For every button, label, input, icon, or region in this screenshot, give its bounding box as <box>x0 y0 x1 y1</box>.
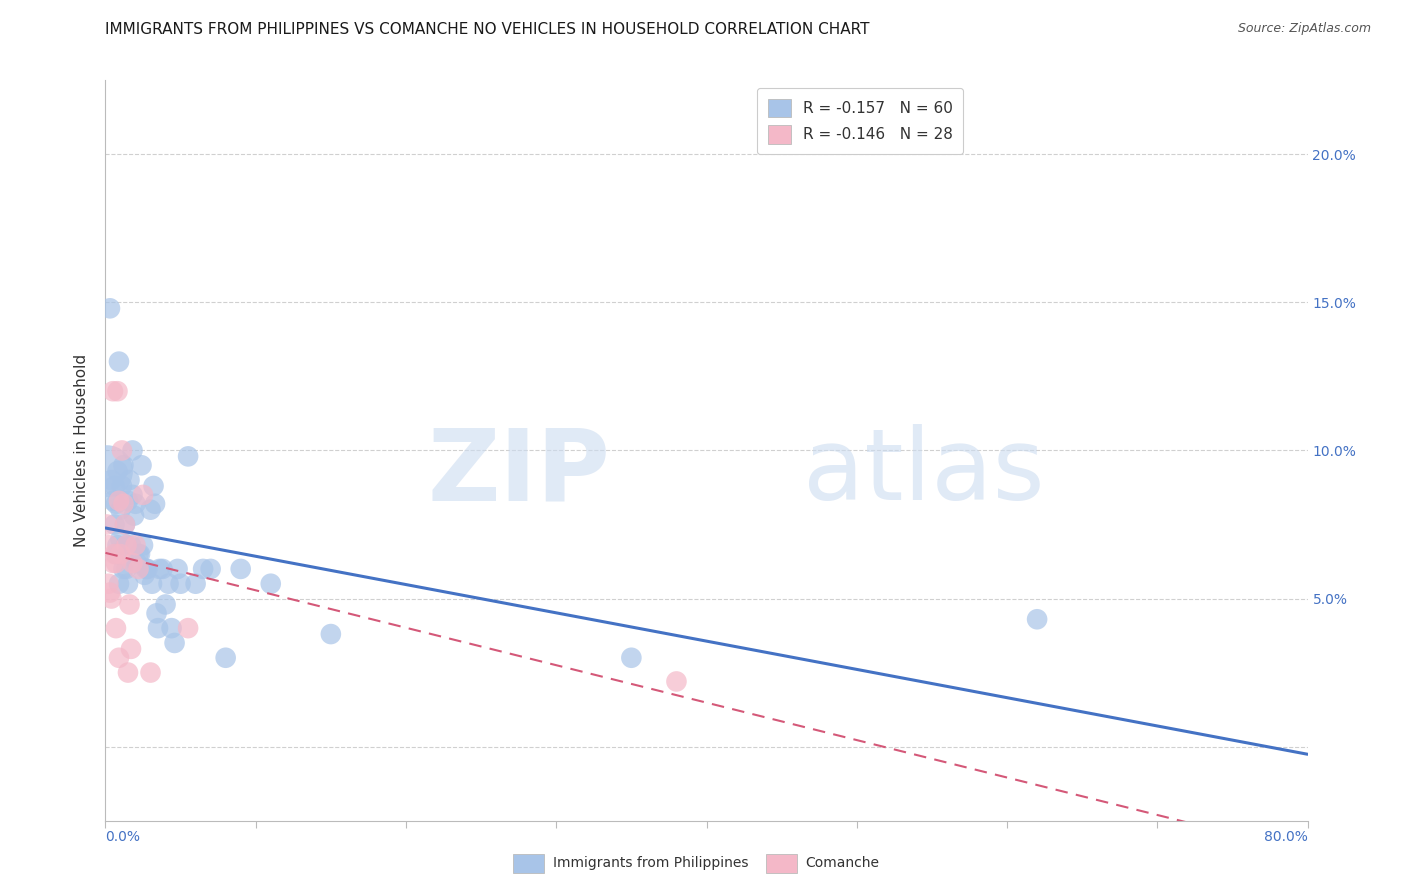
Point <box>100 591 122 606</box>
Point <box>214 650 236 665</box>
Point <box>107 538 129 552</box>
Point <box>191 562 214 576</box>
Text: atlas: atlas <box>803 425 1045 521</box>
Point <box>200 562 222 576</box>
Point <box>139 665 162 680</box>
Point <box>97 538 120 552</box>
Point <box>1026 612 1049 626</box>
Point <box>142 479 165 493</box>
Point <box>229 562 252 576</box>
Point <box>98 301 121 316</box>
Point <box>104 497 127 511</box>
Point <box>135 562 157 576</box>
Point <box>177 621 200 635</box>
Point <box>104 556 127 570</box>
Point <box>160 621 183 635</box>
Point <box>141 576 163 591</box>
Point <box>163 636 186 650</box>
Point <box>100 473 122 487</box>
Point <box>111 479 134 493</box>
Point <box>115 538 138 552</box>
Point <box>118 598 141 612</box>
Point <box>112 562 135 576</box>
Point <box>103 547 125 561</box>
Point <box>152 562 174 576</box>
Point <box>108 354 131 368</box>
Point <box>103 517 125 532</box>
Point <box>101 384 124 399</box>
Point <box>128 547 150 561</box>
Text: 0.0%: 0.0% <box>105 830 141 844</box>
Point <box>103 479 125 493</box>
Point <box>145 607 167 621</box>
Point <box>146 621 169 635</box>
Point <box>169 576 191 591</box>
Point <box>319 627 342 641</box>
Point <box>148 562 170 576</box>
Point <box>132 538 155 552</box>
Point <box>115 538 138 552</box>
Point <box>104 547 127 561</box>
Point <box>120 538 142 552</box>
Point <box>136 562 159 576</box>
Point <box>260 576 283 591</box>
Point <box>665 674 688 689</box>
Point <box>166 562 188 576</box>
Point <box>121 488 143 502</box>
Point <box>115 562 138 576</box>
Point <box>112 458 135 473</box>
Point <box>122 508 145 523</box>
Point <box>104 621 127 635</box>
Point <box>143 497 166 511</box>
Point <box>108 493 131 508</box>
Point <box>110 547 132 561</box>
Point <box>120 641 142 656</box>
Point <box>112 497 135 511</box>
Point <box>101 493 124 508</box>
Text: Comanche: Comanche <box>806 856 880 871</box>
Text: ZIP: ZIP <box>427 425 610 521</box>
Point <box>107 384 129 399</box>
Point <box>124 538 146 552</box>
Point <box>155 598 177 612</box>
Point <box>96 517 118 532</box>
Point <box>97 576 120 591</box>
Point <box>117 493 139 508</box>
Text: Source: ZipAtlas.com: Source: ZipAtlas.com <box>1237 22 1371 36</box>
Point <box>121 443 143 458</box>
Point <box>132 488 155 502</box>
Point <box>128 562 150 576</box>
Point <box>121 556 143 570</box>
Point <box>125 556 148 570</box>
Point <box>117 576 139 591</box>
Point <box>101 556 124 570</box>
Point <box>111 443 134 458</box>
Text: Immigrants from Philippines: Immigrants from Philippines <box>553 856 748 871</box>
Point <box>108 576 131 591</box>
Point <box>118 473 141 487</box>
Point <box>129 547 152 561</box>
Text: 80.0%: 80.0% <box>1264 830 1308 844</box>
Legend: R = -0.157   N = 60, R = -0.146   N = 28: R = -0.157 N = 60, R = -0.146 N = 28 <box>756 88 963 154</box>
Y-axis label: No Vehicles in Household: No Vehicles in Household <box>75 354 90 547</box>
Point <box>108 650 131 665</box>
Point <box>139 502 162 516</box>
Point <box>184 576 207 591</box>
Point <box>134 567 156 582</box>
Point <box>177 450 200 464</box>
Point <box>114 517 136 532</box>
Point <box>114 517 136 532</box>
Text: IMMIGRANTS FROM PHILIPPINES VS COMANCHE NO VEHICLES IN HOUSEHOLD CORRELATION CHA: IMMIGRANTS FROM PHILIPPINES VS COMANCHE … <box>105 22 870 37</box>
Point <box>620 650 643 665</box>
Point <box>96 464 118 478</box>
Point <box>110 533 132 547</box>
Point <box>98 585 121 599</box>
Point <box>131 458 153 473</box>
Point <box>124 497 146 511</box>
Point <box>110 502 132 516</box>
Point <box>117 665 139 680</box>
Point <box>157 576 180 591</box>
Point <box>107 464 129 478</box>
